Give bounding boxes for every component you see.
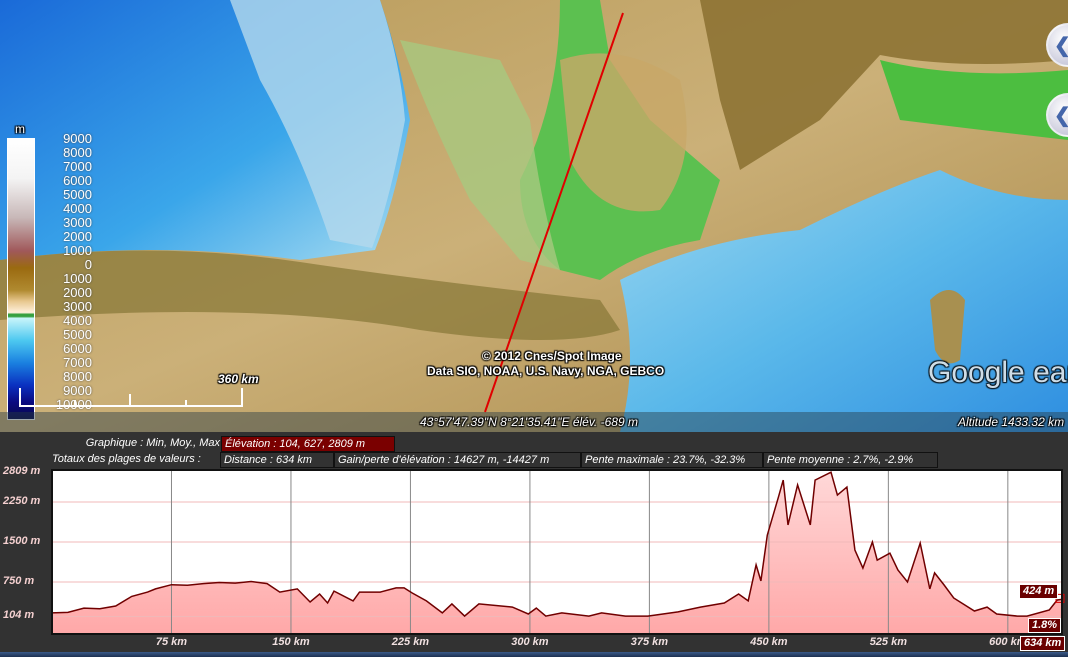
elevation-summary[interactable]: Élévation : 104, 627, 2809 m xyxy=(221,436,395,452)
profile-area xyxy=(52,472,1062,634)
copyright-line1: © 2012 Cnes/Spot Image xyxy=(482,349,622,363)
cursor-distance: 634 km xyxy=(1020,636,1066,651)
legend-label: 8000 xyxy=(63,369,92,384)
map-view[interactable]: m 9000 8000 7000 6000 5000 4000 3000 2000 1000 0 1… xyxy=(0,0,1068,432)
x-tick-label: 75 km xyxy=(155,636,188,648)
legend-label: 9000 xyxy=(63,383,92,398)
gain-loss-cell[interactable]: Gain/perte d'élévation : 14627 m, -14427… xyxy=(334,452,581,468)
legend-label: 1000 xyxy=(63,243,92,258)
path-line[interactable] xyxy=(484,12,624,413)
x-tick-label: 225 km xyxy=(391,636,430,648)
cursor-elevation: 424 m xyxy=(1019,584,1059,599)
elevation-legend-bar xyxy=(7,138,35,420)
scale-label: 360 km xyxy=(218,372,259,386)
status-altitude: Altitude 1433.32 km xyxy=(958,415,1065,429)
x-tick-label: 375 km xyxy=(630,636,669,648)
legend-label: 3000 xyxy=(63,215,92,230)
y-tick-label: 750 m xyxy=(3,575,35,587)
legend-label: 4000 xyxy=(63,201,92,216)
graph-label: Graphique : Min, Moy., Max xyxy=(85,437,220,449)
legend-label: 5000 xyxy=(63,187,92,202)
copyright-line2: Data SIO, NOAA, U.S. Navy, NGA, GEBCO xyxy=(427,364,665,378)
legend-label: 6000 xyxy=(63,341,92,356)
x-tick-label: 525 km xyxy=(869,636,907,648)
legend-label: 6000 xyxy=(63,173,92,188)
legend-label: 3000 xyxy=(63,299,92,314)
max-slope-cell[interactable]: Pente maximale : 23.7%, -32.3% xyxy=(581,452,763,468)
cursor-slope: 1.8% xyxy=(1028,618,1062,633)
distance-cell[interactable]: Distance : 634 km xyxy=(220,452,334,468)
legend-label: 4000 xyxy=(63,313,92,328)
legend-label: 9000 xyxy=(63,131,92,146)
legend-label: 1000 xyxy=(63,271,92,286)
chevron-left-icon: ❮ xyxy=(1054,103,1068,128)
legend-label: 5000 xyxy=(63,327,92,342)
scale-bar xyxy=(19,388,243,407)
legend-unit: m xyxy=(15,122,25,136)
y-tick-label: 2809 m xyxy=(3,465,41,478)
legend-label: 7000 xyxy=(63,159,92,174)
x-tick-label: 600 km xyxy=(989,636,1027,648)
legend-label: 7000 xyxy=(63,355,92,370)
taskbar xyxy=(0,652,1068,657)
status-bar xyxy=(0,412,1068,432)
status-coords: 43°57'47.39"N 8°21'35.41"E élév. -689 m xyxy=(420,415,638,429)
x-tick-label: 450 km xyxy=(750,636,788,648)
google-earth-logo: Google earth xyxy=(928,356,1068,389)
profile-line xyxy=(51,471,1063,618)
x-tick-label: 300 km xyxy=(511,636,549,648)
legend-label: 0 xyxy=(84,257,92,272)
legend-label: 10000 xyxy=(55,397,92,412)
y-tick-label: 104 m xyxy=(3,609,35,622)
legend-label: 2000 xyxy=(63,229,92,244)
y-tick-label: 1500 m xyxy=(3,535,41,547)
avg-slope-cell[interactable]: Pente moyenne : 2.7%, -2.9% xyxy=(763,452,938,468)
totals-label: Totaux des plages de valeurs : xyxy=(52,453,201,465)
plot-border xyxy=(51,469,1063,635)
chevron-left-icon: ❮ xyxy=(1054,33,1068,58)
x-tick-label: 150 km xyxy=(272,636,310,648)
legend-label: 2000 xyxy=(63,285,92,300)
legend-labels: 9000 8000 7000 6000 5000 4000 3000 2000 1000 0 100… xyxy=(40,132,92,412)
y-tick-label: 2250 m xyxy=(3,495,41,507)
terrain-map xyxy=(0,0,1068,432)
legend-label: 8000 xyxy=(63,145,92,160)
